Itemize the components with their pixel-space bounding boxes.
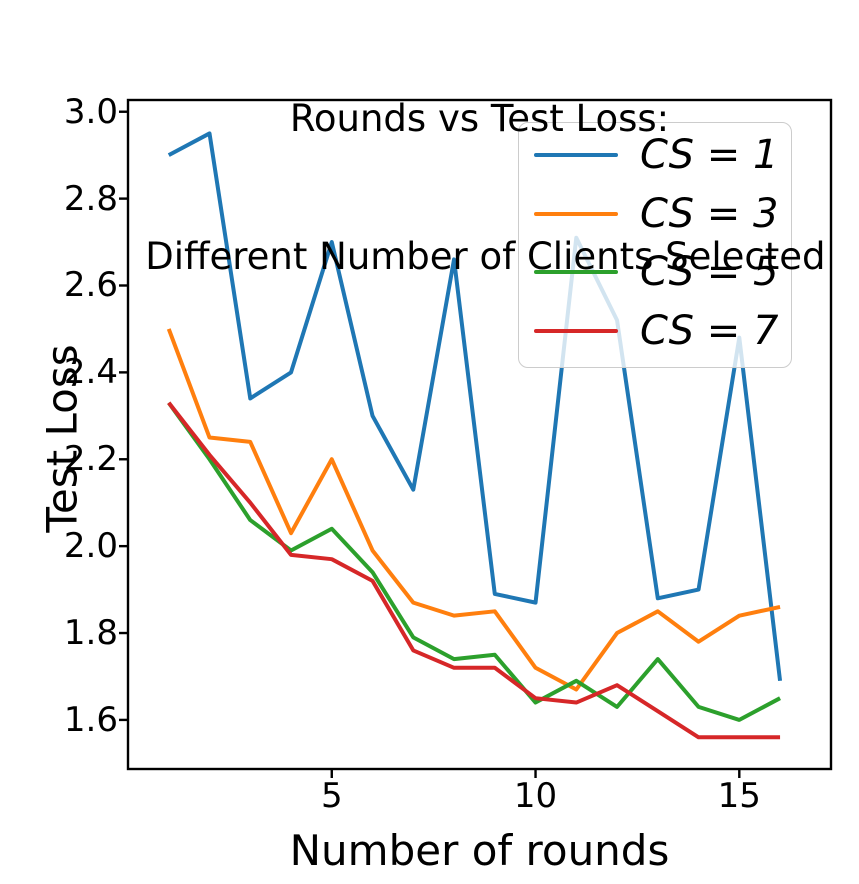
legend-label-cs1: CS = 1 [640, 132, 779, 179]
legend-label-cs3: CS = 3 [640, 190, 779, 237]
y-tick-label: 2.2 [63, 439, 118, 480]
legend: CS = 1 CS = 3 CS = 5 CS = 7 [518, 122, 792, 368]
series-line-cs=7 [167, 401, 781, 740]
y-tick-label: 2.4 [63, 352, 118, 393]
y-tick-label: 1.8 [63, 613, 118, 654]
axes-spines [126, 98, 833, 771]
y-tick-label: 2.8 [63, 178, 118, 219]
legend-label-cs7: CS = 7 [640, 307, 779, 354]
legend-row-cs7: CS = 7 [519, 302, 791, 361]
series-line-cs=5 [167, 401, 781, 722]
chart-title-line-1: Rounds vs Test Loss: [289, 97, 670, 140]
y-tick-label: 2.0 [63, 526, 118, 567]
x-tick-label: 10 [513, 776, 558, 816]
y-tick-label: 2.6 [63, 265, 118, 306]
x-tick-label: 5 [320, 776, 343, 816]
series-line-cs=3 [166, 328, 781, 692]
legend-line-sample-cs3 [534, 211, 618, 216]
y-tick-label: 3.0 [63, 91, 118, 132]
legend-row-cs3: CS = 3 [519, 185, 791, 244]
y-tick-label: 1.6 [63, 699, 118, 740]
chart-title-line-2: Different Number of Clients Selected [133, 235, 826, 278]
legend-row-cs5: CS = 5 [519, 243, 791, 302]
series-line-cs=1 [167, 131, 783, 682]
chart-title: Rounds vs Test Loss: Different Number of… [128, 4, 831, 372]
x-tick-label: 15 [717, 776, 761, 816]
legend-label-cs5: CS = 5 [640, 249, 779, 296]
legend-line-sample-cs7 [534, 328, 618, 333]
legend-row-cs1: CS = 1 [519, 126, 791, 185]
x-axis-label: Number of rounds [289, 826, 670, 875]
legend-line-sample-cs5 [534, 270, 618, 275]
legend-line-sample-cs1 [534, 153, 618, 158]
